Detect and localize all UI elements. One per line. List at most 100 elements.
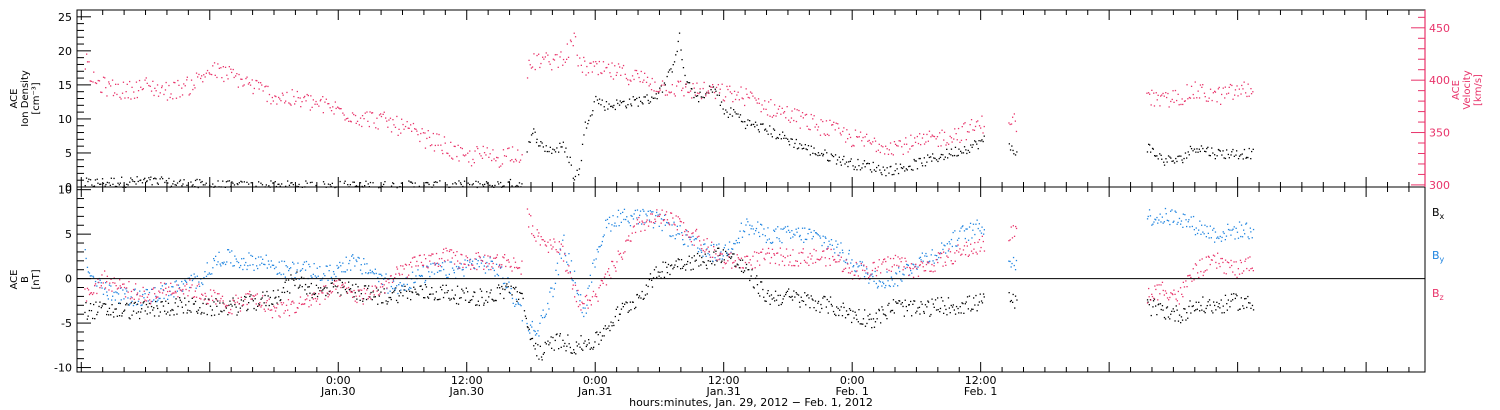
by-point xyxy=(116,292,118,294)
density-point xyxy=(1171,160,1173,162)
bz-point xyxy=(641,220,643,222)
by-point xyxy=(771,242,773,244)
velocity-point xyxy=(493,158,495,160)
bx-point xyxy=(946,314,948,316)
velocity-point xyxy=(184,85,186,87)
velocity-point xyxy=(358,124,360,126)
bx-point xyxy=(669,273,671,276)
bz-point xyxy=(663,219,666,221)
bz-point xyxy=(570,277,573,279)
by-point xyxy=(769,242,772,244)
velocity-point xyxy=(692,83,694,85)
bx-point xyxy=(262,291,264,293)
bz-point xyxy=(256,293,258,295)
bz-point xyxy=(900,261,902,263)
velocity-point xyxy=(345,118,348,120)
bx-point xyxy=(551,347,553,349)
density-point xyxy=(1219,150,1221,152)
velocity-point xyxy=(602,61,605,63)
by-point xyxy=(298,278,300,280)
bz-point xyxy=(875,275,878,277)
bx-point xyxy=(535,342,537,345)
bz-point xyxy=(628,235,630,237)
bz-point xyxy=(1216,267,1218,269)
density-point xyxy=(926,161,928,163)
by-point xyxy=(563,234,565,236)
bx-point xyxy=(888,302,890,305)
density-point xyxy=(114,185,117,188)
velocity-point xyxy=(422,132,425,134)
by-point xyxy=(628,222,630,224)
density-point xyxy=(913,158,915,161)
bz-point xyxy=(401,273,403,276)
bx-point xyxy=(337,292,339,294)
velocity-point xyxy=(928,130,931,132)
bx-point xyxy=(328,290,330,293)
density-point xyxy=(1196,148,1198,150)
velocity-point xyxy=(923,143,926,145)
velocity-point xyxy=(651,77,653,80)
bx-point xyxy=(970,310,972,312)
density-point xyxy=(656,98,658,100)
density-point xyxy=(646,94,648,96)
velocity-point xyxy=(383,111,385,113)
bx-point xyxy=(111,304,113,306)
bx-point xyxy=(139,317,141,320)
density-point xyxy=(305,180,307,182)
by-point xyxy=(907,264,909,266)
velocity-point xyxy=(220,67,222,69)
bx-point xyxy=(1166,306,1169,308)
velocity-point xyxy=(776,112,778,114)
bx-point xyxy=(667,263,670,266)
bz-point xyxy=(339,295,341,297)
by-point xyxy=(878,280,880,282)
bz-point xyxy=(613,265,615,267)
by-point xyxy=(755,227,758,230)
by-point xyxy=(278,261,280,263)
density-point xyxy=(233,184,236,186)
by-point xyxy=(888,284,890,287)
density-point xyxy=(322,181,325,183)
velocity-point xyxy=(785,117,787,119)
bx-point xyxy=(450,298,452,300)
density-point xyxy=(291,182,293,184)
density-point xyxy=(148,177,150,179)
by-point xyxy=(104,288,106,290)
bx-point xyxy=(377,303,379,305)
density-point xyxy=(1240,154,1242,156)
bx-point xyxy=(515,286,517,288)
velocity-point xyxy=(873,137,876,139)
bz-point xyxy=(544,240,546,242)
by-point xyxy=(963,230,966,232)
bz-point xyxy=(695,230,697,232)
density-point xyxy=(747,119,749,121)
velocity-point xyxy=(505,155,507,157)
bz-point xyxy=(763,257,765,260)
by-point xyxy=(884,287,886,289)
velocity-point xyxy=(312,99,314,101)
bx-point xyxy=(920,301,922,303)
by-point xyxy=(545,313,547,315)
by-point xyxy=(559,248,561,250)
bz-point xyxy=(457,260,459,262)
bz-point xyxy=(501,264,503,266)
density-point xyxy=(160,176,163,178)
bx-point xyxy=(672,268,674,270)
bz-point xyxy=(1182,281,1184,283)
by-point xyxy=(92,275,94,277)
b-axis-title-line: ACE xyxy=(9,270,20,290)
bx-point xyxy=(1206,305,1208,307)
bx-point xyxy=(1012,301,1014,303)
bz-point xyxy=(514,266,516,269)
by-point xyxy=(296,269,298,271)
by-point xyxy=(1151,224,1153,226)
bz-point xyxy=(862,269,864,271)
bz-point xyxy=(1159,293,1161,295)
bz-point xyxy=(736,254,738,256)
density-point xyxy=(96,178,98,180)
bz-point xyxy=(295,311,297,313)
density-point xyxy=(329,184,331,186)
bx-point xyxy=(677,258,679,260)
velocity-point xyxy=(507,147,509,150)
by-point xyxy=(882,281,884,283)
